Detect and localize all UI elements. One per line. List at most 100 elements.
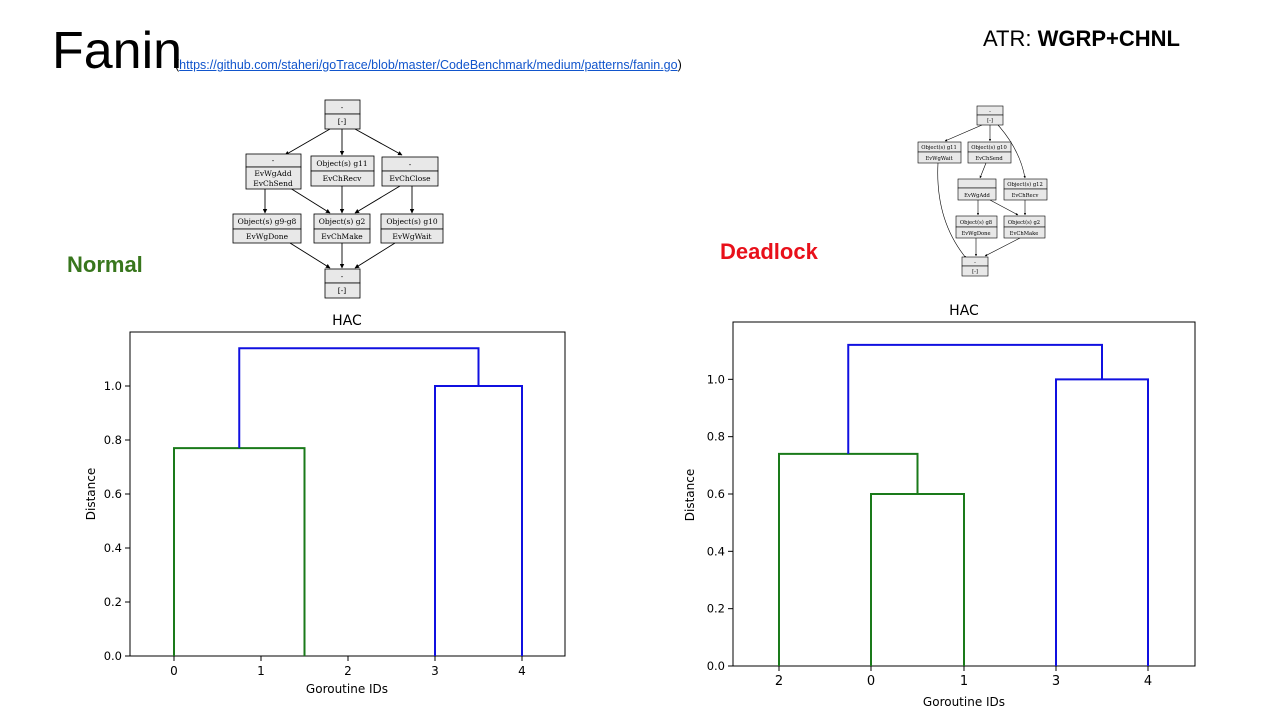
edge xyxy=(289,242,331,269)
node-line2: EvChMake xyxy=(321,232,363,241)
x-ticks: 0 1 2 3 4 xyxy=(170,656,526,678)
node-line1: - xyxy=(341,103,344,112)
x-tick-label: 0 xyxy=(867,674,875,689)
x-tick-label: 1 xyxy=(257,664,265,678)
node-line1: - xyxy=(341,272,344,281)
node-line1: Object(s) g10 xyxy=(386,217,438,226)
dendrogram-link xyxy=(1055,378,1149,666)
x-tick-label: 3 xyxy=(1052,674,1060,689)
slide-title: Fanin xyxy=(52,22,183,80)
chart-title: HAC xyxy=(949,303,979,319)
edge xyxy=(284,128,331,156)
node-line2: [-] xyxy=(338,286,346,295)
node-line1: EvWgAdd xyxy=(964,193,990,199)
x-axis-label: Goroutine IDs xyxy=(306,682,388,696)
node-line1: - xyxy=(974,260,976,266)
link-close-paren: ) xyxy=(677,58,682,72)
node-line2: [-] xyxy=(338,117,346,126)
node-line1: - xyxy=(989,109,991,115)
dendrogram-link xyxy=(173,447,306,656)
graph-node: Object(s) g12 EvChRecv xyxy=(1003,178,1048,201)
label-normal: Normal xyxy=(67,252,143,277)
graph-node: - [-] xyxy=(961,256,989,277)
node-line1: - xyxy=(409,160,412,169)
graph-node: - [-] xyxy=(324,99,361,130)
y-tick-label: 0.6 xyxy=(707,487,725,501)
graph-deadlock: - [-] Object(s) g11 EvWgWait Object(s) g… xyxy=(917,105,1048,277)
graph-node: Object(s) g11 EvWgWait xyxy=(917,141,962,164)
link-open-paren: ( xyxy=(175,58,180,72)
graph-node: Object(s) g10 EvChSend xyxy=(967,141,1012,164)
dendrogram-normal: HAC Goroutine IDs Distance 0.0 0.2 0.4 0.6 0… xyxy=(84,313,566,696)
y-tick-label: 1.0 xyxy=(104,379,122,393)
edge xyxy=(354,242,396,269)
node-line1: Object(s) g2 xyxy=(319,217,366,226)
x-tick-label: 1 xyxy=(960,674,968,689)
graph-node: EvWgAdd xyxy=(957,178,997,201)
node-line1: Object(s) g9-g8 xyxy=(238,217,297,226)
edge xyxy=(937,162,967,259)
graph-node: - [-] xyxy=(324,268,361,299)
plot-frame xyxy=(129,331,566,657)
node-line2: EvWgDone xyxy=(246,232,289,241)
node-line1: Object(s) g8 xyxy=(960,219,992,226)
dendrogram-deadlock: HAC Goroutine IDs Distance 0.0 0.2 0.4 0.6 0… xyxy=(683,303,1196,709)
atr-label: ATR: WGRP+CHNL xyxy=(983,26,1180,52)
y-ticks: 0.0 0.2 0.4 0.6 0.8 1.0 xyxy=(707,372,733,673)
graph-node: Object(s) g10 EvWgWait xyxy=(380,213,444,244)
x-tick-label: 4 xyxy=(1144,674,1152,689)
x-tick-label: 2 xyxy=(344,664,352,678)
node-line2: EvChMake xyxy=(1010,231,1039,237)
label-deadlock: Deadlock xyxy=(720,239,818,264)
y-tick-label: 0.8 xyxy=(104,433,122,447)
node-line2: EvWgAdd xyxy=(254,169,291,178)
graph-node: - EvWgAdd EvChSend xyxy=(245,153,302,190)
graph-node: Object(s) g2 EvChMake xyxy=(1003,215,1046,239)
y-tick-label: 0.2 xyxy=(707,602,725,616)
y-tick-label: 0.0 xyxy=(707,659,725,673)
edge xyxy=(289,187,331,214)
chart-title: HAC xyxy=(332,313,362,329)
x-tick-label: 0 xyxy=(170,664,178,678)
x-ticks: 2 0 1 3 4 xyxy=(775,666,1152,689)
y-tick-label: 0.8 xyxy=(707,430,725,444)
node-line3: EvChSend xyxy=(253,179,293,188)
source-link[interactable]: https://github.com/staheri/goTrace/blob/… xyxy=(179,58,678,72)
graph-node: Object(s) g11 EvChRecv xyxy=(310,155,375,187)
y-tick-label: 0.2 xyxy=(104,595,122,609)
y-tick-label: 0.0 xyxy=(104,649,122,663)
node-line2: EvWgWait xyxy=(925,156,953,162)
y-axis-label: Distance xyxy=(683,469,697,521)
graph-node: - [-] xyxy=(976,105,1004,126)
x-tick-label: 3 xyxy=(431,664,439,678)
dendrogram-link xyxy=(778,452,919,666)
x-axis-label: Goroutine IDs xyxy=(923,695,1005,709)
graph-normal-edges xyxy=(262,128,415,269)
edge xyxy=(944,124,983,142)
graph-deadlock-edges xyxy=(937,124,1027,259)
node-line1: - xyxy=(272,156,275,165)
y-tick-label: 0.4 xyxy=(104,541,122,555)
graph-node: - EvChClose xyxy=(381,156,439,187)
edge xyxy=(989,199,1019,216)
atr-prefix: ATR: xyxy=(983,26,1038,51)
node-line2: [-] xyxy=(987,118,993,124)
node-line1: Object(s) g2 xyxy=(1008,219,1040,226)
y-axis-label: Distance xyxy=(84,468,98,520)
node-line2: [-] xyxy=(972,269,978,275)
dendrogram-links xyxy=(778,343,1149,666)
node-line1: Object(s) g11 xyxy=(921,144,957,151)
graph-node: Object(s) g9-g8 EvWgDone xyxy=(232,213,302,244)
dendrogram-link xyxy=(434,385,523,656)
y-tick-label: 0.6 xyxy=(104,487,122,501)
dendrogram-links xyxy=(173,347,523,656)
x-tick-label: 2 xyxy=(775,674,783,689)
edge xyxy=(354,185,401,214)
graph-node: Object(s) g2 EvChMake xyxy=(313,213,371,244)
dendrogram-link xyxy=(847,343,1103,454)
node-line1: Object(s) g12 xyxy=(1007,181,1043,188)
y-tick-label: 0.4 xyxy=(707,544,725,558)
node-line1: Object(s) g11 xyxy=(316,159,367,168)
node-line2: EvChRecv xyxy=(1012,193,1039,199)
